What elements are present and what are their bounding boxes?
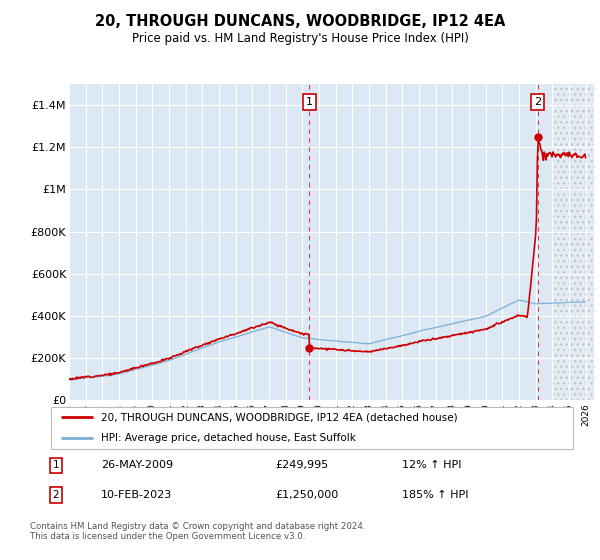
Text: 2: 2 bbox=[534, 97, 541, 107]
Text: HPI: Average price, detached house, East Suffolk: HPI: Average price, detached house, East… bbox=[101, 433, 356, 444]
Text: 1: 1 bbox=[53, 460, 59, 470]
Text: 12% ↑ HPI: 12% ↑ HPI bbox=[402, 460, 461, 470]
Text: 20, THROUGH DUNCANS, WOODBRIDGE, IP12 4EA: 20, THROUGH DUNCANS, WOODBRIDGE, IP12 4E… bbox=[95, 14, 505, 29]
Text: Price paid vs. HM Land Registry's House Price Index (HPI): Price paid vs. HM Land Registry's House … bbox=[131, 32, 469, 45]
Text: 10-FEB-2023: 10-FEB-2023 bbox=[101, 490, 172, 500]
Text: Contains HM Land Registry data © Crown copyright and database right 2024.
This d: Contains HM Land Registry data © Crown c… bbox=[30, 522, 365, 542]
Text: 2: 2 bbox=[53, 490, 59, 500]
Text: £1,250,000: £1,250,000 bbox=[275, 490, 338, 500]
Text: 26-MAY-2009: 26-MAY-2009 bbox=[101, 460, 173, 470]
Text: 185% ↑ HPI: 185% ↑ HPI bbox=[402, 490, 468, 500]
Text: £249,995: £249,995 bbox=[275, 460, 328, 470]
Text: 20, THROUGH DUNCANS, WOODBRIDGE, IP12 4EA (detached house): 20, THROUGH DUNCANS, WOODBRIDGE, IP12 4E… bbox=[101, 412, 457, 422]
FancyBboxPatch shape bbox=[50, 407, 574, 449]
Text: 1: 1 bbox=[306, 97, 313, 107]
